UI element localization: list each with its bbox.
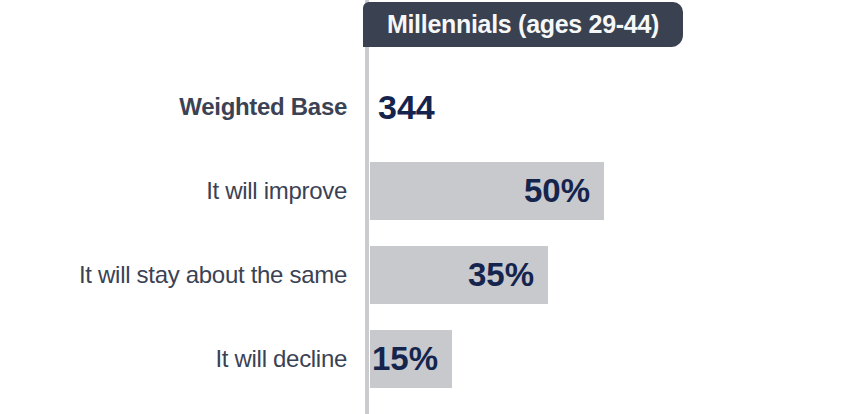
bar-2: 35% [370, 246, 548, 304]
weighted-base-value: 344 [378, 89, 435, 125]
category-label-3: It will decline [0, 345, 347, 373]
bar-3: 15% [370, 330, 452, 388]
bar-1: 50% [370, 162, 604, 220]
weighted-base-label: Weighted Base [0, 93, 347, 121]
bar-value-label-2: 35% [468, 256, 534, 294]
y-axis-line [365, 0, 369, 414]
category-label-2: It will stay about the same [0, 261, 347, 289]
chart-title: Millennials (ages 29-44) [387, 10, 659, 39]
category-label-1: It will improve [0, 177, 347, 205]
bar-value-label-3: 15% [372, 340, 438, 378]
chart-header: Millennials (ages 29-44) [363, 2, 683, 47]
chart-canvas: Millennials (ages 29-44) Weighted Base 3… [0, 0, 852, 414]
bar-value-label-1: 50% [524, 172, 590, 210]
